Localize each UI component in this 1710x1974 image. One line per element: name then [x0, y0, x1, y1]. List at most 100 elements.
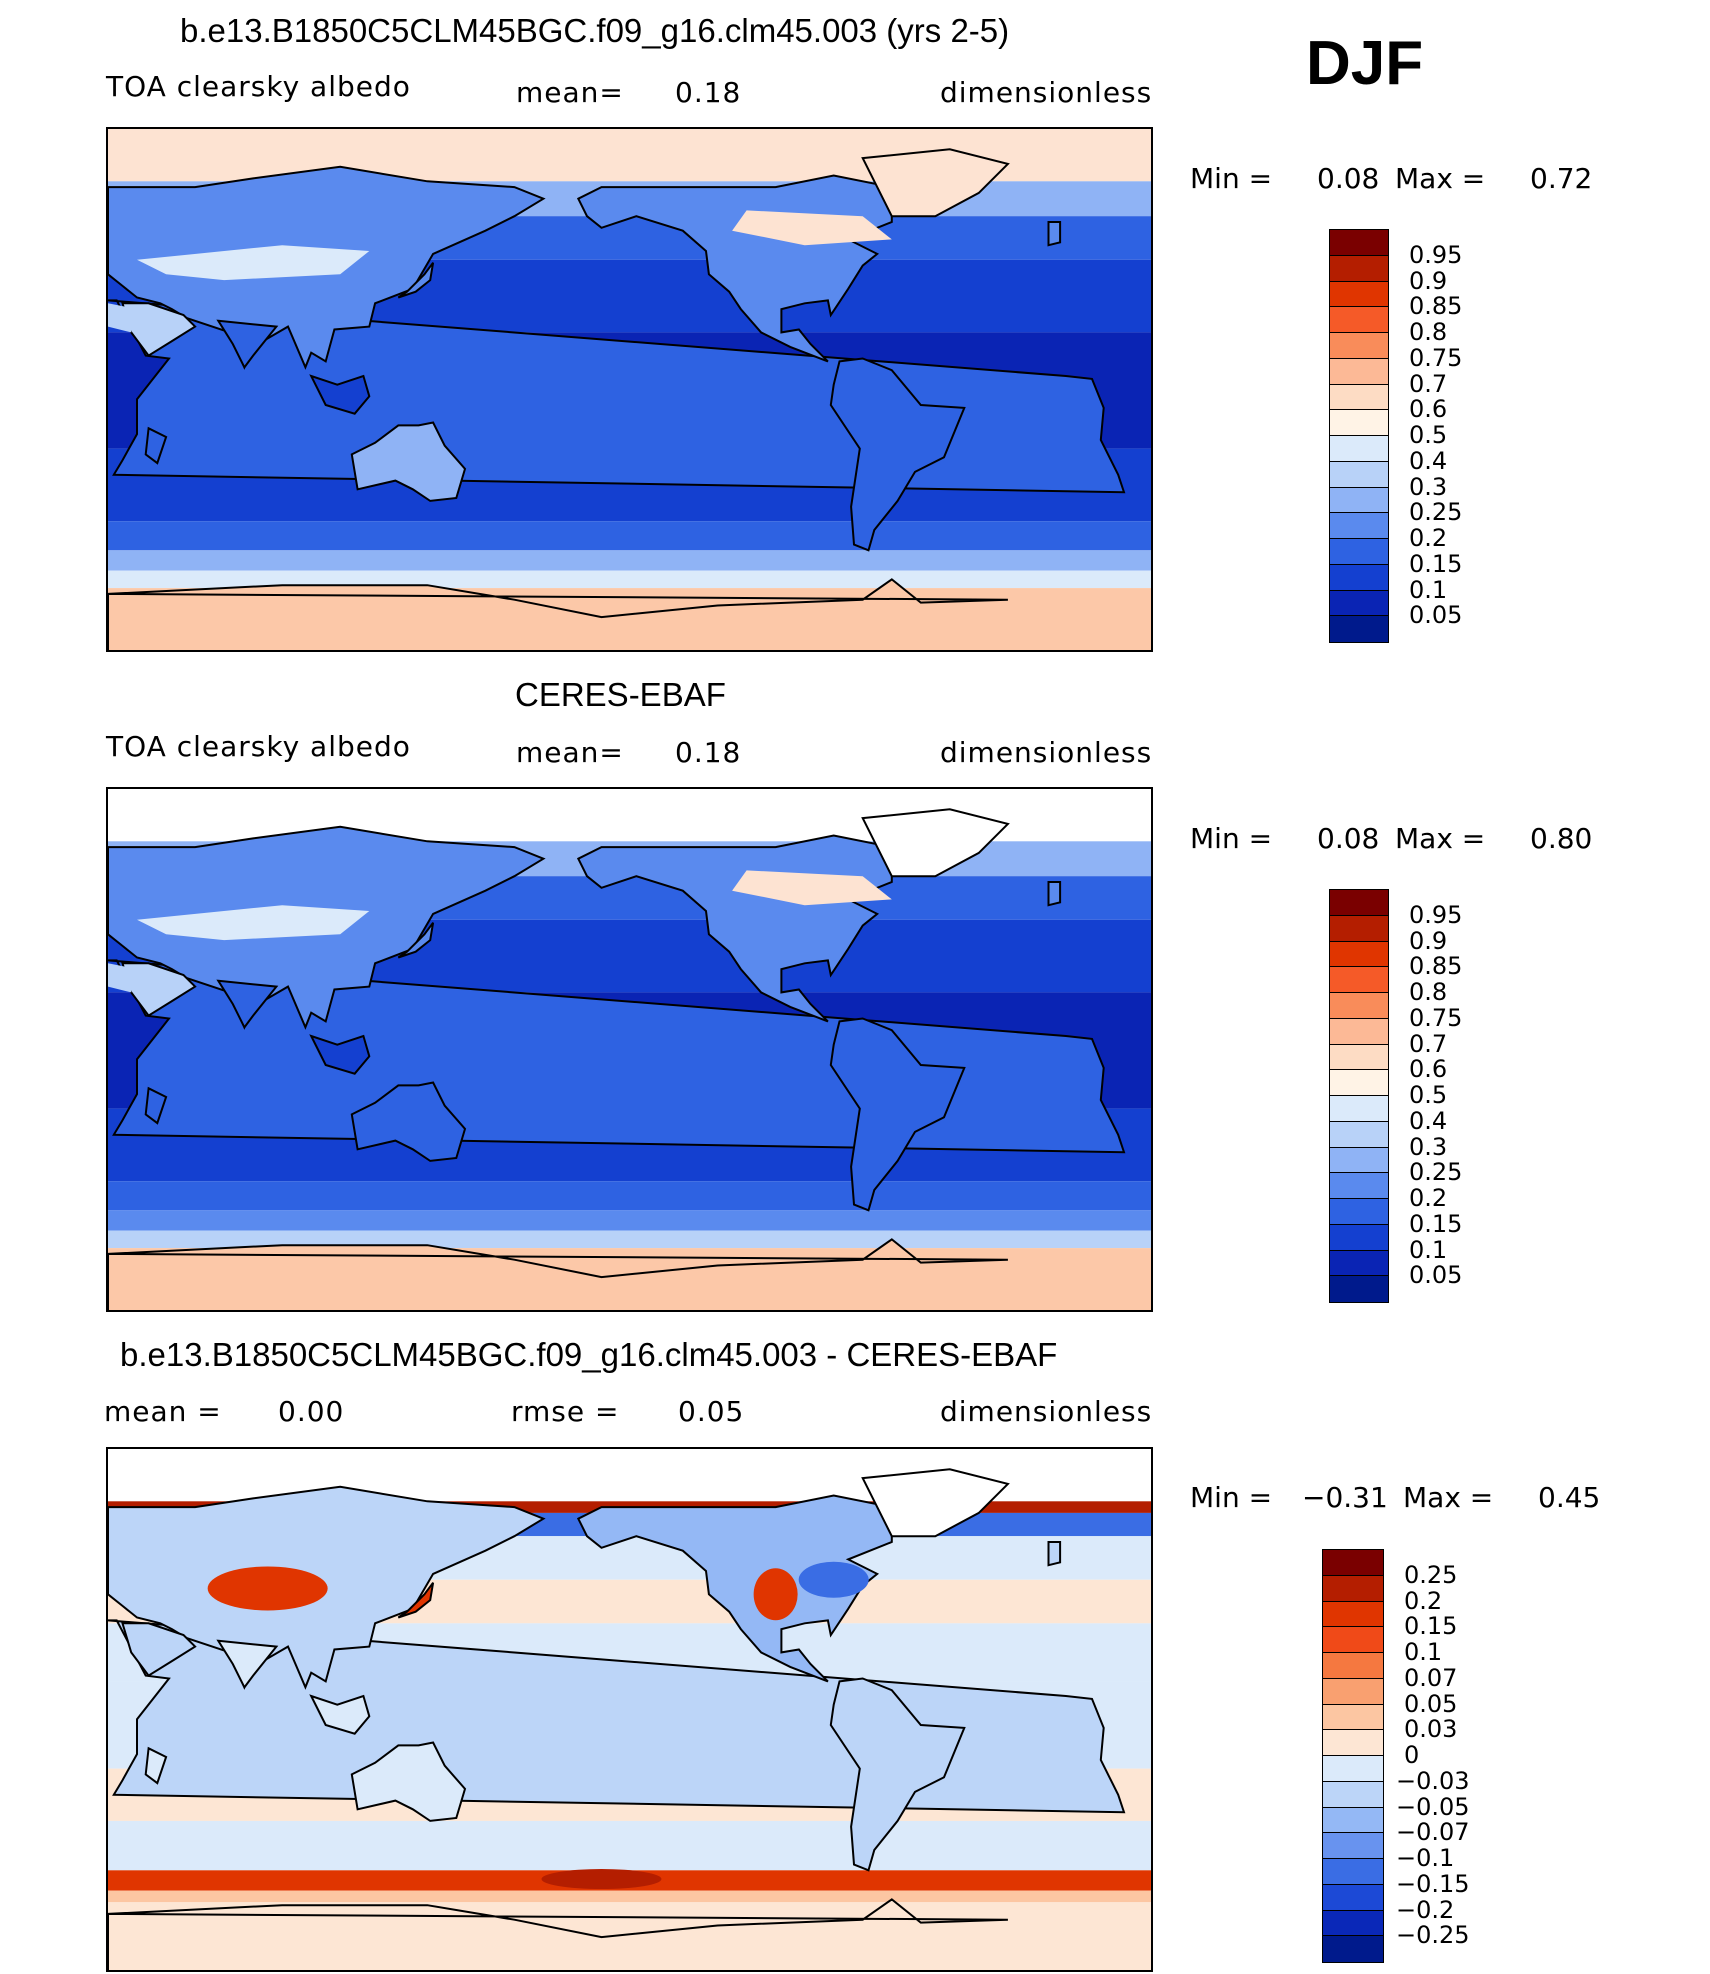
coastline-arabia — [121, 962, 197, 1017]
coastline-southamerica — [829, 1017, 966, 1212]
panel3-units: dimensionless — [940, 1395, 1153, 1428]
colorbar-swatch — [1330, 281, 1388, 308]
latitude-band — [108, 550, 1151, 571]
panel1-title: b.e13.B1850C5CLM45BGC.f09_g16.clm45.003 … — [180, 12, 1010, 49]
colorbar-tick-label: 0.85 — [1409, 292, 1463, 321]
map-canvas — [108, 129, 1151, 650]
map-canvas — [108, 789, 1151, 1310]
colorbar-tick-label: 0 — [1404, 1741, 1420, 1769]
colorbar-tick-label: 0.03 — [1404, 1715, 1458, 1744]
colorbar-tick-label: −0.2 — [1396, 1895, 1455, 1924]
difference-field — [108, 1449, 1151, 1970]
colorbar-swatch — [1330, 967, 1388, 993]
panel3-min-value: −0.31 — [1302, 1481, 1388, 1514]
latitude-band — [108, 1890, 1151, 1903]
colorbar-swatch — [1330, 564, 1388, 591]
coastline-japan — [397, 922, 435, 959]
colorbar-swatch — [1323, 1859, 1383, 1885]
panel3-max-value: 0.45 — [1538, 1481, 1601, 1514]
panel3-min-label: Min = — [1190, 1481, 1273, 1514]
coastline-southamerica — [829, 1677, 966, 1872]
colorbar-swatch — [1323, 1910, 1383, 1937]
coastline-sea — [309, 1694, 371, 1735]
colorbar-tick-label: 0.85 — [1409, 952, 1463, 981]
colorbar-swatch — [1330, 616, 1388, 642]
colorbar-tick-label: 0.25 — [1409, 498, 1463, 527]
latitude-band — [108, 1181, 1151, 1211]
colorbar-swatch — [1330, 1147, 1388, 1174]
colorbar-swatch — [1330, 384, 1388, 411]
colorbar-swatch — [1330, 358, 1388, 385]
latitude-band — [108, 521, 1151, 551]
colorbar-tick-label: 0.4 — [1409, 1106, 1448, 1135]
panel2-mean-value: 0.18 — [675, 736, 742, 769]
coastline-australia — [350, 421, 467, 502]
panel1-max-label: Max = — [1395, 162, 1486, 195]
latitude-band — [108, 1210, 1151, 1231]
colorbar-tick-label: −0.03 — [1396, 1766, 1470, 1795]
snow-region — [732, 210, 892, 246]
panel2-title: CERES-EBAF — [515, 676, 726, 713]
colorbar-tick-label: 0.7 — [1409, 369, 1448, 398]
coastline-madagascar — [144, 1086, 168, 1125]
panel3-rmse-value: 0.05 — [678, 1395, 745, 1428]
colorbar-tick-label: 0.07 — [1404, 1663, 1458, 1692]
colorbar-tick-label: 0.4 — [1409, 446, 1448, 475]
colorbar-tick-label: 0.05 — [1409, 1261, 1463, 1290]
panel3-colorbar — [1322, 1549, 1384, 1963]
colorbar-swatch — [1330, 993, 1388, 1019]
coastline-madagascar — [144, 426, 168, 465]
panel2-variable-label: TOA clearsky albedo — [106, 730, 411, 763]
colorbar-tick-label: 0.75 — [1409, 1003, 1463, 1032]
map-canvas — [108, 1449, 1151, 1970]
coastline-antarctica — [108, 1238, 1008, 1310]
panel2-colorbar — [1329, 889, 1389, 1303]
colorbar-tick-label: 0.6 — [1409, 395, 1448, 424]
coastline-greenland — [861, 808, 1010, 878]
colorbar-tick-label: 0.95 — [1409, 900, 1463, 929]
panel3-mean-value: 0.00 — [278, 1395, 345, 1428]
colorbar-tick-label: 0.05 — [1404, 1689, 1458, 1718]
colorbar-tick-label: 0.8 — [1409, 318, 1448, 346]
panel1-mean-label: mean= — [516, 76, 624, 109]
colorbar-tick-label: 0.5 — [1409, 1081, 1448, 1109]
colorbar-tick-label: −0.1 — [1396, 1844, 1455, 1872]
colorbar-tick-label: 0.75 — [1409, 343, 1463, 372]
panel1-variable-label: TOA clearsky albedo — [106, 70, 411, 103]
coastline-uk — [1047, 1541, 1062, 1567]
colorbar-swatch — [1330, 255, 1388, 282]
colorbar-swatch — [1323, 1756, 1383, 1782]
colorbar-tick-label: 0.95 — [1409, 240, 1463, 269]
snow-region — [732, 870, 892, 906]
coastline-arabia — [121, 302, 197, 357]
colorbar-swatch — [1323, 1781, 1383, 1808]
colorbar-tick-label: 0.2 — [1404, 1586, 1443, 1615]
colorbar-swatch — [1323, 1704, 1383, 1731]
panel2-max-value: 0.80 — [1530, 822, 1593, 855]
coastline-sea — [309, 374, 371, 415]
colorbar-swatch — [1323, 1833, 1383, 1859]
coastline-southamerica — [829, 357, 966, 552]
coastline-india — [216, 1639, 279, 1690]
colorbar-swatch — [1330, 307, 1388, 333]
colorbar-swatch — [1330, 461, 1388, 488]
colorbar-tick-label: 0.05 — [1409, 601, 1463, 630]
colorbar-swatch — [1323, 1730, 1383, 1756]
colorbar-swatch — [1330, 333, 1388, 359]
colorbar-tick-label: 0.2 — [1409, 1184, 1448, 1212]
colorbar-tick-label: 0.15 — [1404, 1612, 1458, 1641]
colorbar-swatch — [1323, 1627, 1383, 1653]
albedo-field — [108, 129, 1151, 650]
colorbar-swatch — [1330, 410, 1388, 436]
colorbar-tick-label: 0.15 — [1409, 1209, 1463, 1238]
colorbar-tick-label: 0.7 — [1409, 1029, 1448, 1058]
coastline-australia — [350, 1741, 467, 1822]
panel3-map — [106, 1447, 1153, 1972]
coastline-uk — [1047, 881, 1062, 907]
colorbar-tick-label: 0.15 — [1409, 549, 1463, 578]
anomaly-blob — [798, 1561, 869, 1598]
colorbar-tick-label: 0.25 — [1404, 1560, 1458, 1589]
coastline-greenland — [861, 148, 1010, 218]
panel3-rmse-label: rmse = — [511, 1395, 620, 1428]
colorbar-swatch — [1330, 1121, 1388, 1148]
